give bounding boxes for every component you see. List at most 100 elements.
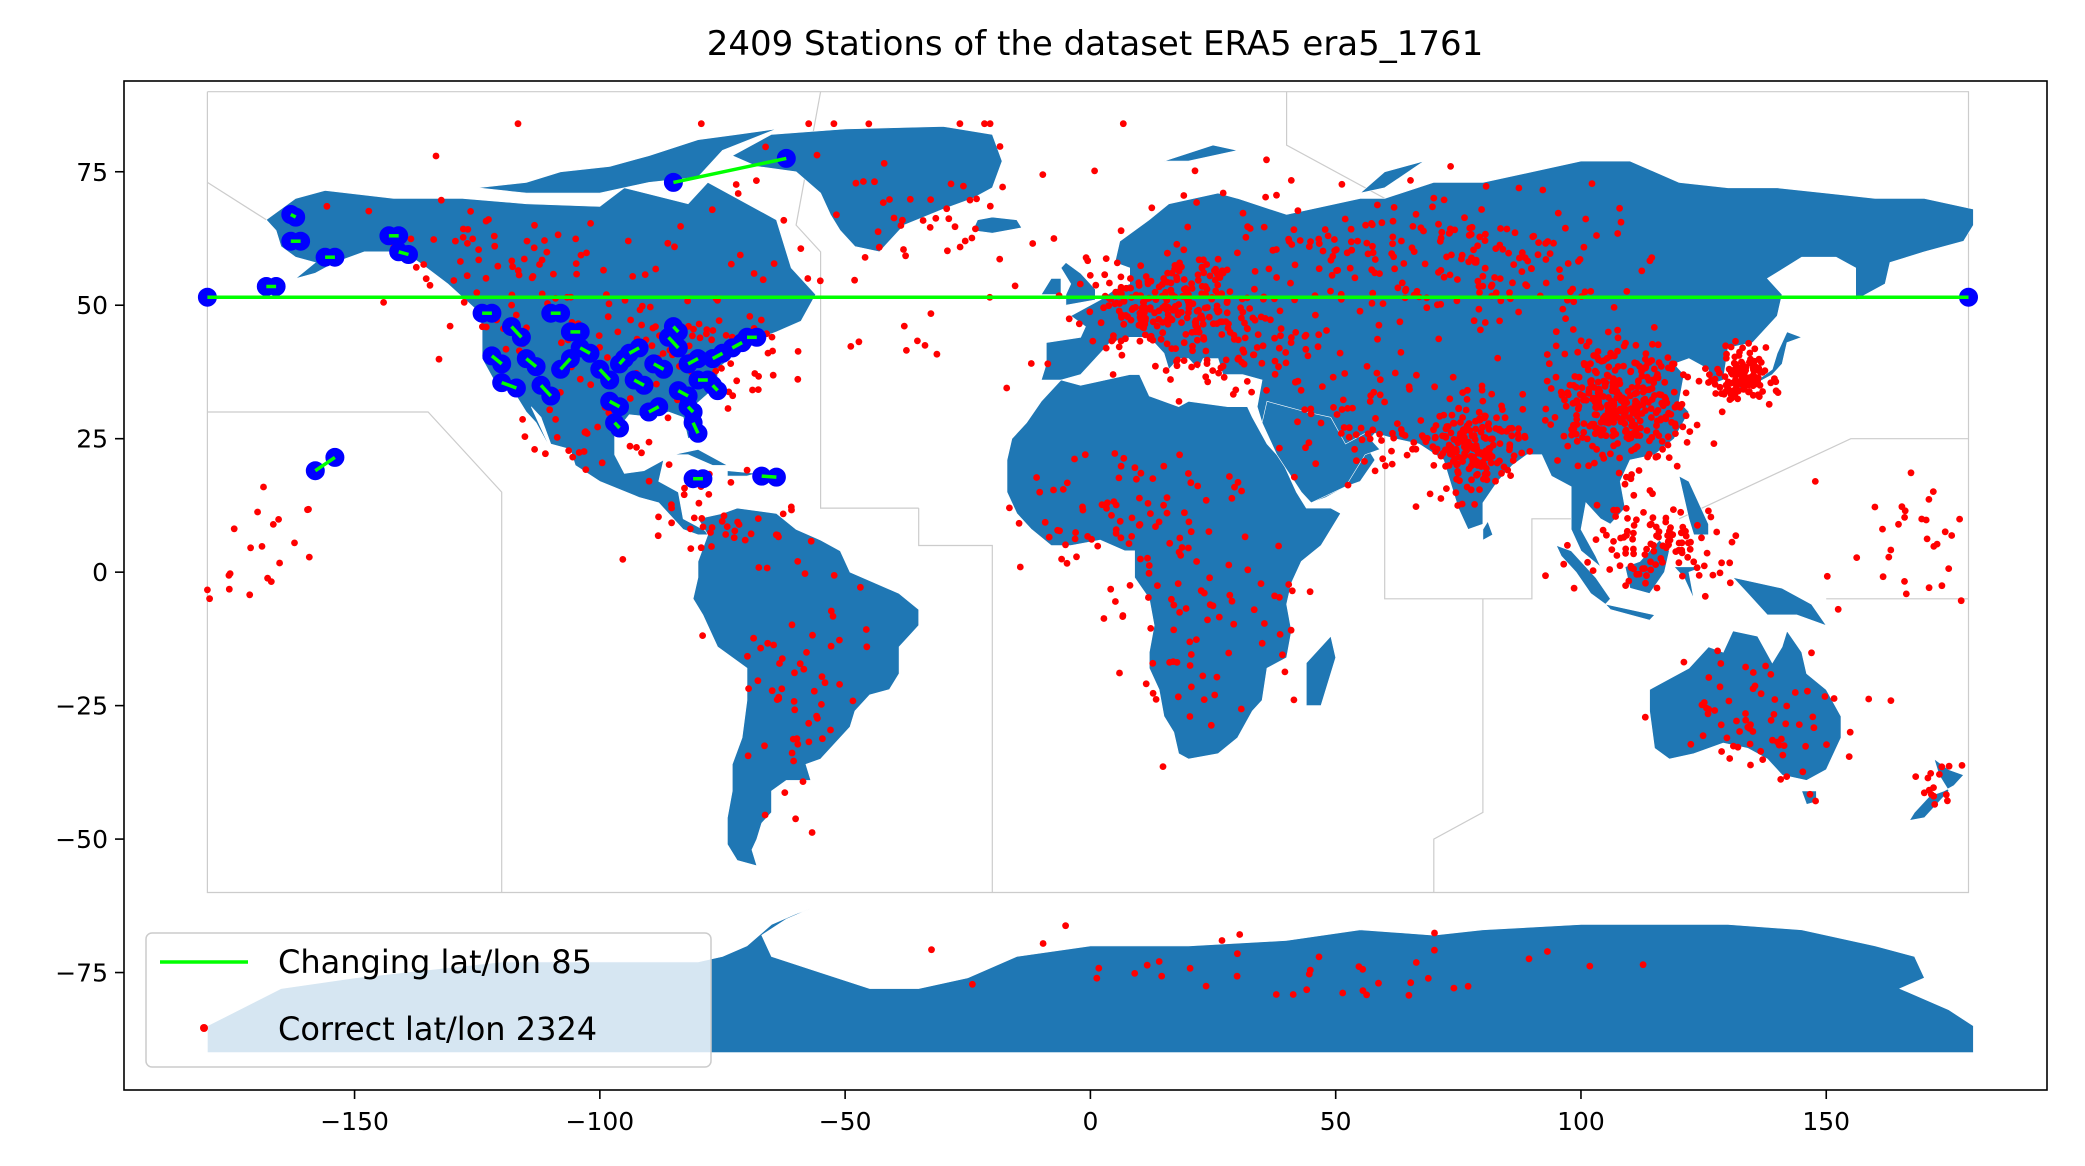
correct-station-point [1461,449,1468,457]
correct-station-point [1226,473,1233,480]
correct-station-point [1144,500,1152,507]
correct-station-point [494,262,502,270]
correct-station-point [914,337,921,345]
correct-station-point [1628,417,1636,425]
correct-station-point [1168,269,1176,277]
correct-station-point [1762,344,1770,351]
changing-station-line [559,357,572,371]
correct-station-point [1333,411,1341,418]
correct-station-point [1755,364,1763,372]
correct-station-point [576,375,584,383]
correct-station-point [1742,716,1750,724]
correct-station-point [734,190,742,197]
correct-station-point [1394,420,1401,427]
correct-station-point [1128,533,1136,540]
correct-station-point [899,216,906,224]
correct-station-point [718,365,725,372]
correct-station-point [1253,344,1261,351]
correct-station-point [1288,587,1296,595]
correct-station-point [653,380,660,388]
correct-station-point [1388,460,1396,468]
correct-station-point [1930,792,1938,800]
correct-station-point [809,631,816,639]
correct-station-point [763,564,771,572]
correct-station-point [1173,659,1181,666]
correct-station-point [1226,288,1234,295]
correct-station-point [1600,377,1608,385]
correct-station-point [851,276,858,284]
correct-station-point [1633,516,1640,524]
correct-station-point [1657,555,1665,562]
correct-station-point [966,196,974,204]
changing-station-line [613,421,621,430]
correct-station-point [836,681,843,688]
changing-station-line [525,357,538,368]
correct-station-point [469,235,477,243]
correct-station-point [473,289,481,296]
correct-station-point [1277,325,1285,333]
correct-station-point [1417,417,1425,424]
correct-station-point [1175,398,1183,405]
correct-station-point [1640,509,1647,516]
correct-station-point [1629,535,1636,543]
correct-station-point [1331,247,1339,255]
correct-station-point [1116,517,1124,525]
correct-station-point [1444,423,1452,430]
correct-station-point [1091,167,1098,175]
correct-station-point [1648,254,1656,261]
correct-station-point [1328,271,1336,279]
correct-station-point [951,223,959,231]
correct-station-point [1117,227,1125,235]
correct-station-point [902,252,909,260]
correct-station-point [1330,404,1337,411]
correct-station-point [1634,378,1642,385]
correct-station-point [732,181,740,188]
correct-station-point [1648,396,1656,403]
correct-station-point [1958,762,1966,769]
correct-station-point [1103,504,1110,512]
correct-station-point [1518,268,1526,275]
correct-station-point [1222,356,1230,364]
correct-station-point [1364,250,1372,258]
correct-station-point [1357,424,1365,432]
region-border-south-indian [1433,598,1484,893]
correct-station-point [1174,580,1182,587]
correct-station-point [1885,553,1893,561]
correct-station-point [1149,318,1157,326]
correct-station-point [1191,167,1199,175]
correct-station-point [1174,356,1181,364]
correct-station-point [1623,399,1631,406]
correct-station-point [1188,329,1196,336]
correct-station-point [1405,383,1413,391]
correct-station-point [1045,533,1053,541]
correct-station-point [1094,542,1102,550]
correct-station-point [788,749,796,757]
correct-station-point [1865,695,1873,703]
correct-station-point [744,752,752,760]
correct-station-point [1424,974,1432,982]
correct-station-point [1643,373,1651,381]
correct-station-point [654,532,662,540]
correct-station-point [1481,412,1488,420]
correct-station-point [753,177,760,185]
correct-station-point [1410,248,1418,256]
correct-station-point [1185,470,1192,477]
correct-station-point [1742,663,1749,671]
correct-station-point [1568,431,1575,439]
correct-station-point [1195,328,1203,336]
correct-station-point [1279,651,1286,659]
correct-station-point [1119,120,1127,128]
correct-station-point [1468,476,1475,484]
correct-station-point [1734,743,1742,751]
correct-station-point [818,673,826,680]
correct-station-point [886,196,893,203]
correct-station-point [1657,416,1664,424]
correct-station-point [1243,378,1251,385]
correct-station-point [1519,390,1527,398]
correct-station-point [1452,489,1460,497]
correct-station-point [736,251,744,259]
correct-station-point [1140,324,1148,332]
correct-station-point [543,248,551,256]
correct-station-point [1291,473,1298,481]
correct-station-point [1679,572,1686,580]
